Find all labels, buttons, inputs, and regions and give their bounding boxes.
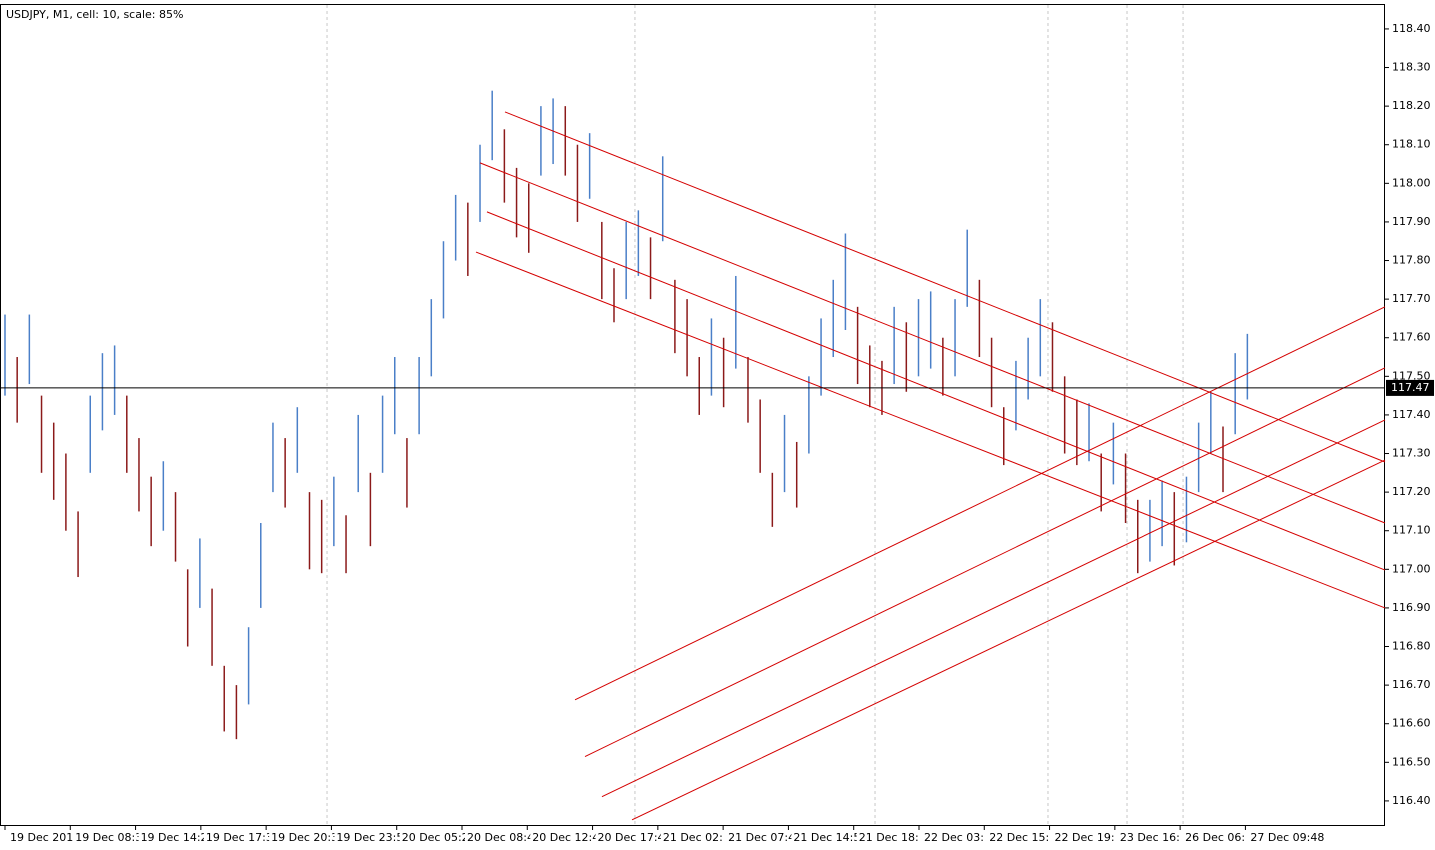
x-tick-label: 26 Dec 06: [1185,831,1245,844]
y-tick-label: 116.40 [1392,794,1431,807]
channel-line [504,111,1386,463]
x-label-bg [660,829,741,845]
x-label-bg [138,829,219,845]
current-price-label: 117.47 [1391,381,1430,394]
y-tick-label: 117.80 [1392,254,1431,267]
channel-line [475,251,1386,609]
x-label-bg [987,829,1068,845]
x-label-bg [7,829,88,845]
x-tick-label: 19 Dec 2011 [10,831,80,844]
y-tick-label: 116.50 [1392,755,1431,768]
channel-line [479,162,1386,524]
x-label-bg [1183,829,1264,845]
y-tick-label: 116.60 [1392,717,1431,730]
x-tick-label: 20 Dec 08:4 [467,831,534,844]
channel-line [631,459,1386,821]
x-label-bg [334,829,415,845]
channel-line [601,419,1386,798]
x-label-bg [921,829,1002,845]
x-tick-label: 19 Dec 20:3 [271,831,338,844]
y-tick-label: 116.90 [1392,601,1431,614]
x-label-bg [595,829,676,845]
x-label-bg [791,829,872,845]
y-tick-label: 118.40 [1392,22,1431,35]
x-tick-label: 19 Dec 08:3 [75,831,142,844]
x-label-bg [856,829,937,845]
y-tick-label: 117.40 [1392,408,1431,421]
y-tick-label: 117.20 [1392,485,1431,498]
x-tick-label: 19 Dec 17:3 [206,831,273,844]
y-tick-label: 117.70 [1392,292,1431,305]
y-tick-label: 118.10 [1392,138,1431,151]
x-tick-label: 22 Dec 15: [989,831,1049,844]
x-label-bg [726,829,807,845]
x-label-bg [73,829,154,845]
y-tick-label: 118.30 [1392,61,1431,74]
y-tick-label: 117.50 [1392,369,1431,382]
x-label-bg [530,829,611,845]
x-label-bg [1248,829,1329,845]
x-tick-label: 22 Dec 19: [1055,831,1115,844]
x-label-bg [1052,829,1133,845]
channel-line [574,306,1386,701]
channel-line [486,211,1386,571]
x-tick-label: 19 Dec 14:2 [141,831,208,844]
x-tick-label: 21 Dec 18: [859,831,919,844]
channel-line [584,367,1386,757]
y-tick-label: 118.00 [1392,176,1431,189]
y-tick-label: 117.90 [1392,215,1431,228]
x-label-bg [399,829,480,845]
x-tick-label: 27 Dec 09:48 [1250,831,1324,844]
x-tick-label: 20 Dec 05:2 [402,831,469,844]
x-tick-label: 19 Dec 23:5 [336,831,403,844]
x-tick-label: 21 Dec 14:5 [793,831,860,844]
y-tick-label: 117.00 [1392,562,1431,575]
plot-frame [0,4,1385,826]
x-label-bg [269,829,350,845]
x-tick-label: 20 Dec 17:4 [598,831,665,844]
x-tick-label: 22 Dec 03: [924,831,984,844]
y-tick-label: 117.10 [1392,524,1431,537]
current-price-box [1386,379,1434,396]
y-tick-label: 116.80 [1392,640,1431,653]
y-tick-label: 118.20 [1392,99,1431,112]
x-tick-label: 21 Dec 02: [663,831,723,844]
x-label-bg [203,829,284,845]
chart-title: USDJPY, M1, cell: 10, scale: 85% [6,8,183,21]
x-tick-label: 20 Dec 12:4 [532,831,599,844]
y-tick-label: 116.70 [1392,678,1431,691]
x-tick-label: 23 Dec 16: [1120,831,1180,844]
x-label-bg [464,829,545,845]
y-tick-label: 117.30 [1392,447,1431,460]
x-tick-label: 21 Dec 07:4 [728,831,795,844]
x-label-bg [1117,829,1198,845]
y-tick-label: 117.60 [1392,331,1431,344]
